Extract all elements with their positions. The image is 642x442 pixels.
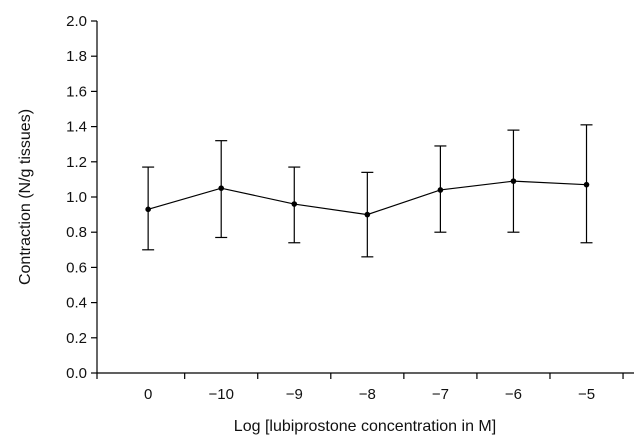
y-tick-label: 0.4 — [66, 295, 87, 312]
y-tick-label: 0.2 — [66, 330, 87, 347]
y-axis-title: Contraction (N/g tissues) — [17, 109, 34, 285]
y-tick-label: 1.2 — [66, 154, 87, 171]
data-point — [437, 187, 444, 193]
x-axis-title: Log [lubiprostone concentration in M] — [234, 418, 496, 435]
x-tick-label: −8 — [359, 386, 376, 403]
x-tick-label: −10 — [208, 386, 233, 403]
y-ticks: 0.0 0.2 0.4 0.6 0.8 1.0 1.2 1.4 1.6 1.8 2.0 — [66, 13, 97, 382]
error-bars — [142, 124, 593, 258]
data-point — [510, 178, 517, 184]
x-tick-label: −6 — [505, 386, 522, 403]
data-point — [583, 181, 590, 188]
data-point — [364, 211, 371, 218]
data-point — [218, 185, 225, 191]
y-axis: 0.0 0.2 0.4 0.6 0.8 1.0 1.2 1.4 1.6 1.8 2.0 — [66, 13, 98, 382]
y-tick-label: 1.8 — [66, 48, 87, 65]
x-tick-label: 0 — [144, 386, 152, 403]
x-axis: 0 −10 −9 −8 −7 −6 −5 — [96, 372, 634, 403]
y-tick-label: 0.8 — [66, 224, 87, 241]
y-tick-label: 2.0 — [66, 13, 87, 30]
y-tick-label: 1.4 — [66, 119, 87, 136]
x-ticks: 0 −10 −9 −8 −7 −6 −5 — [96, 373, 624, 403]
y-tick-label: 0.6 — [66, 259, 87, 276]
x-tick-label: −5 — [578, 386, 595, 403]
x-tick-label: −7 — [432, 386, 449, 403]
y-tick-label: 1.6 — [66, 83, 87, 100]
y-tick-label: 1.0 — [66, 189, 87, 206]
data-point — [145, 206, 151, 213]
y-tick-label: 0.0 — [66, 365, 87, 382]
data-point — [291, 201, 298, 207]
data-points — [145, 178, 590, 218]
x-tick-label: −9 — [286, 386, 303, 403]
